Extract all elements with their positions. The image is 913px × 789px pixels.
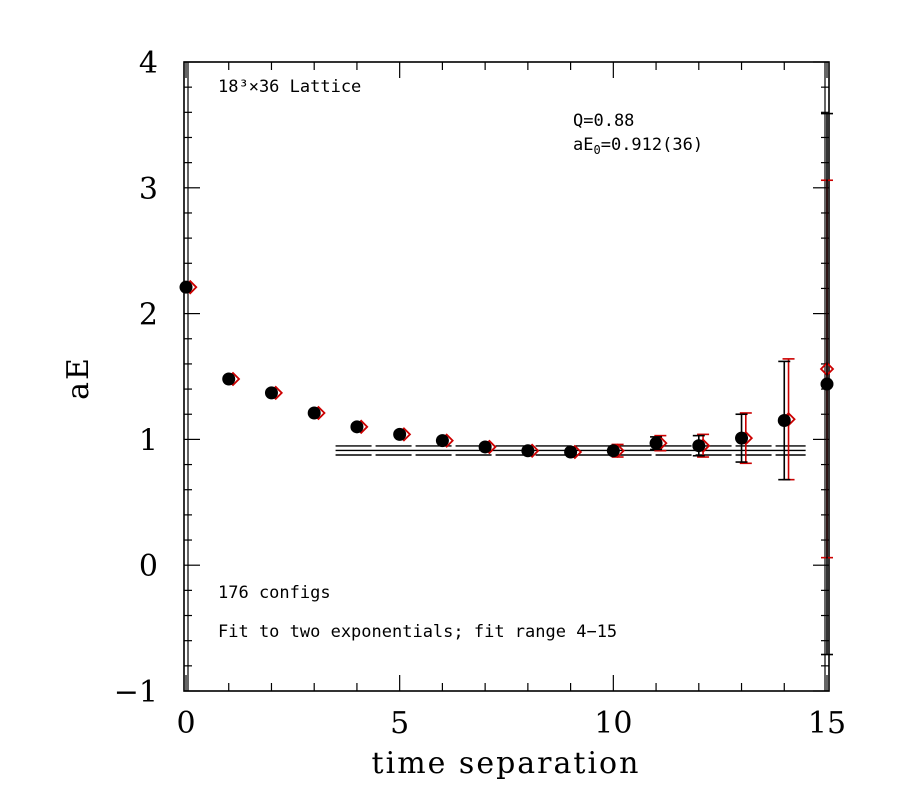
data-point <box>435 434 449 448</box>
data-point <box>307 406 321 420</box>
data-point <box>692 439 706 453</box>
data-point <box>820 377 834 391</box>
configs-annotation: 176 configs <box>218 583 331 603</box>
q-annotation: Q=0.88 <box>573 111 634 131</box>
data-points <box>179 112 835 656</box>
data-point <box>735 431 749 445</box>
y-tick-label: 1 <box>139 423 158 458</box>
y-tick-label: 2 <box>139 298 158 333</box>
y-tick-label: 0 <box>139 549 158 584</box>
data-point <box>564 445 578 459</box>
energy-prefix: aE <box>573 135 593 155</box>
data-point <box>222 372 236 386</box>
fit-annotation: Fit to two exponentials; fit range 4−15 <box>218 622 617 642</box>
axis-tick-labels: 0 5 10 15 −1 0 1 2 3 4 <box>114 46 846 741</box>
x-tick-label: 0 <box>176 706 195 741</box>
y-tick-label: −1 <box>114 675 158 710</box>
data-point <box>264 386 278 400</box>
lattice-annotation: 18³×36 Lattice <box>218 77 361 97</box>
data-point <box>649 436 663 450</box>
energy-subscript: 0 <box>593 143 600 157</box>
data-point <box>478 440 492 454</box>
data-point <box>179 280 193 294</box>
x-tick-label: 5 <box>390 706 409 741</box>
x-tick-label: 10 <box>594 706 632 741</box>
x-tick-label: 15 <box>808 706 846 741</box>
plot-frame <box>183 61 830 692</box>
data-point <box>393 427 407 441</box>
y-axis-title: aE <box>61 356 96 400</box>
energy-value: =0.912(36) <box>601 135 703 155</box>
data-point <box>521 444 535 458</box>
energy-annotation: aE0=0.912(36) <box>573 135 703 157</box>
y-tick-label: 3 <box>139 172 158 207</box>
data-point <box>606 444 620 458</box>
y-tick-label: 4 <box>139 46 158 81</box>
data-point <box>350 420 364 434</box>
x-axis-title: time separation <box>372 746 641 781</box>
data-point <box>777 414 791 428</box>
